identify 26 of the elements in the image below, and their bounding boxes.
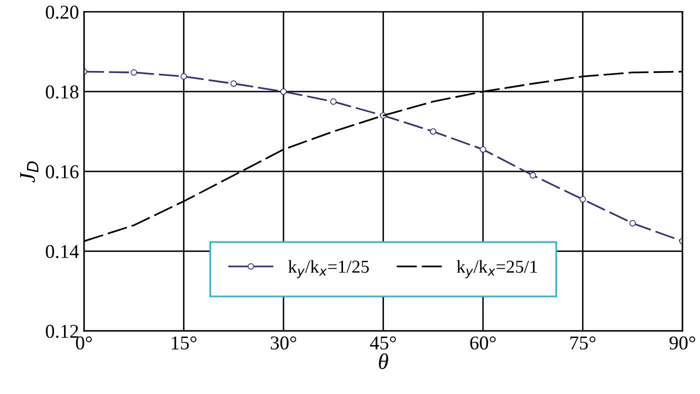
point <box>230 80 237 87</box>
x-tick-label: 0° <box>76 336 92 350</box>
point <box>480 146 486 153</box>
y-tick-label: 0.14 <box>46 244 79 258</box>
point <box>629 220 636 226</box>
y-axis-title: J$_{D}$ <box>20 161 38 182</box>
point <box>330 98 337 105</box>
point <box>430 128 436 135</box>
y-tick-label: 0.18 <box>46 85 78 99</box>
x-tick-label: 15° <box>172 336 196 350</box>
point <box>580 196 586 203</box>
y-tick-label: 0.16 <box>46 165 79 178</box>
legend-label: k$_{y}$/k$_{x}$=1/25 <box>288 260 369 278</box>
x-tick-label: 30° <box>270 336 296 350</box>
legend-label: k$_{y}$/k$_{x}$=25/1 <box>456 260 537 278</box>
y-tick-label: 0.12 <box>46 324 78 338</box>
x-tick-label: 60° <box>470 336 496 350</box>
x-axis-title: θ <box>378 353 388 370</box>
point <box>180 73 187 80</box>
point <box>130 69 138 76</box>
y-tick-label: 0.20 <box>46 6 78 19</box>
x-tick-label: 90° <box>670 336 696 350</box>
point <box>280 88 287 95</box>
point <box>530 172 536 179</box>
x-tick-label: 75° <box>570 336 596 350</box>
x-tick-label: 45° <box>370 336 396 350</box>
